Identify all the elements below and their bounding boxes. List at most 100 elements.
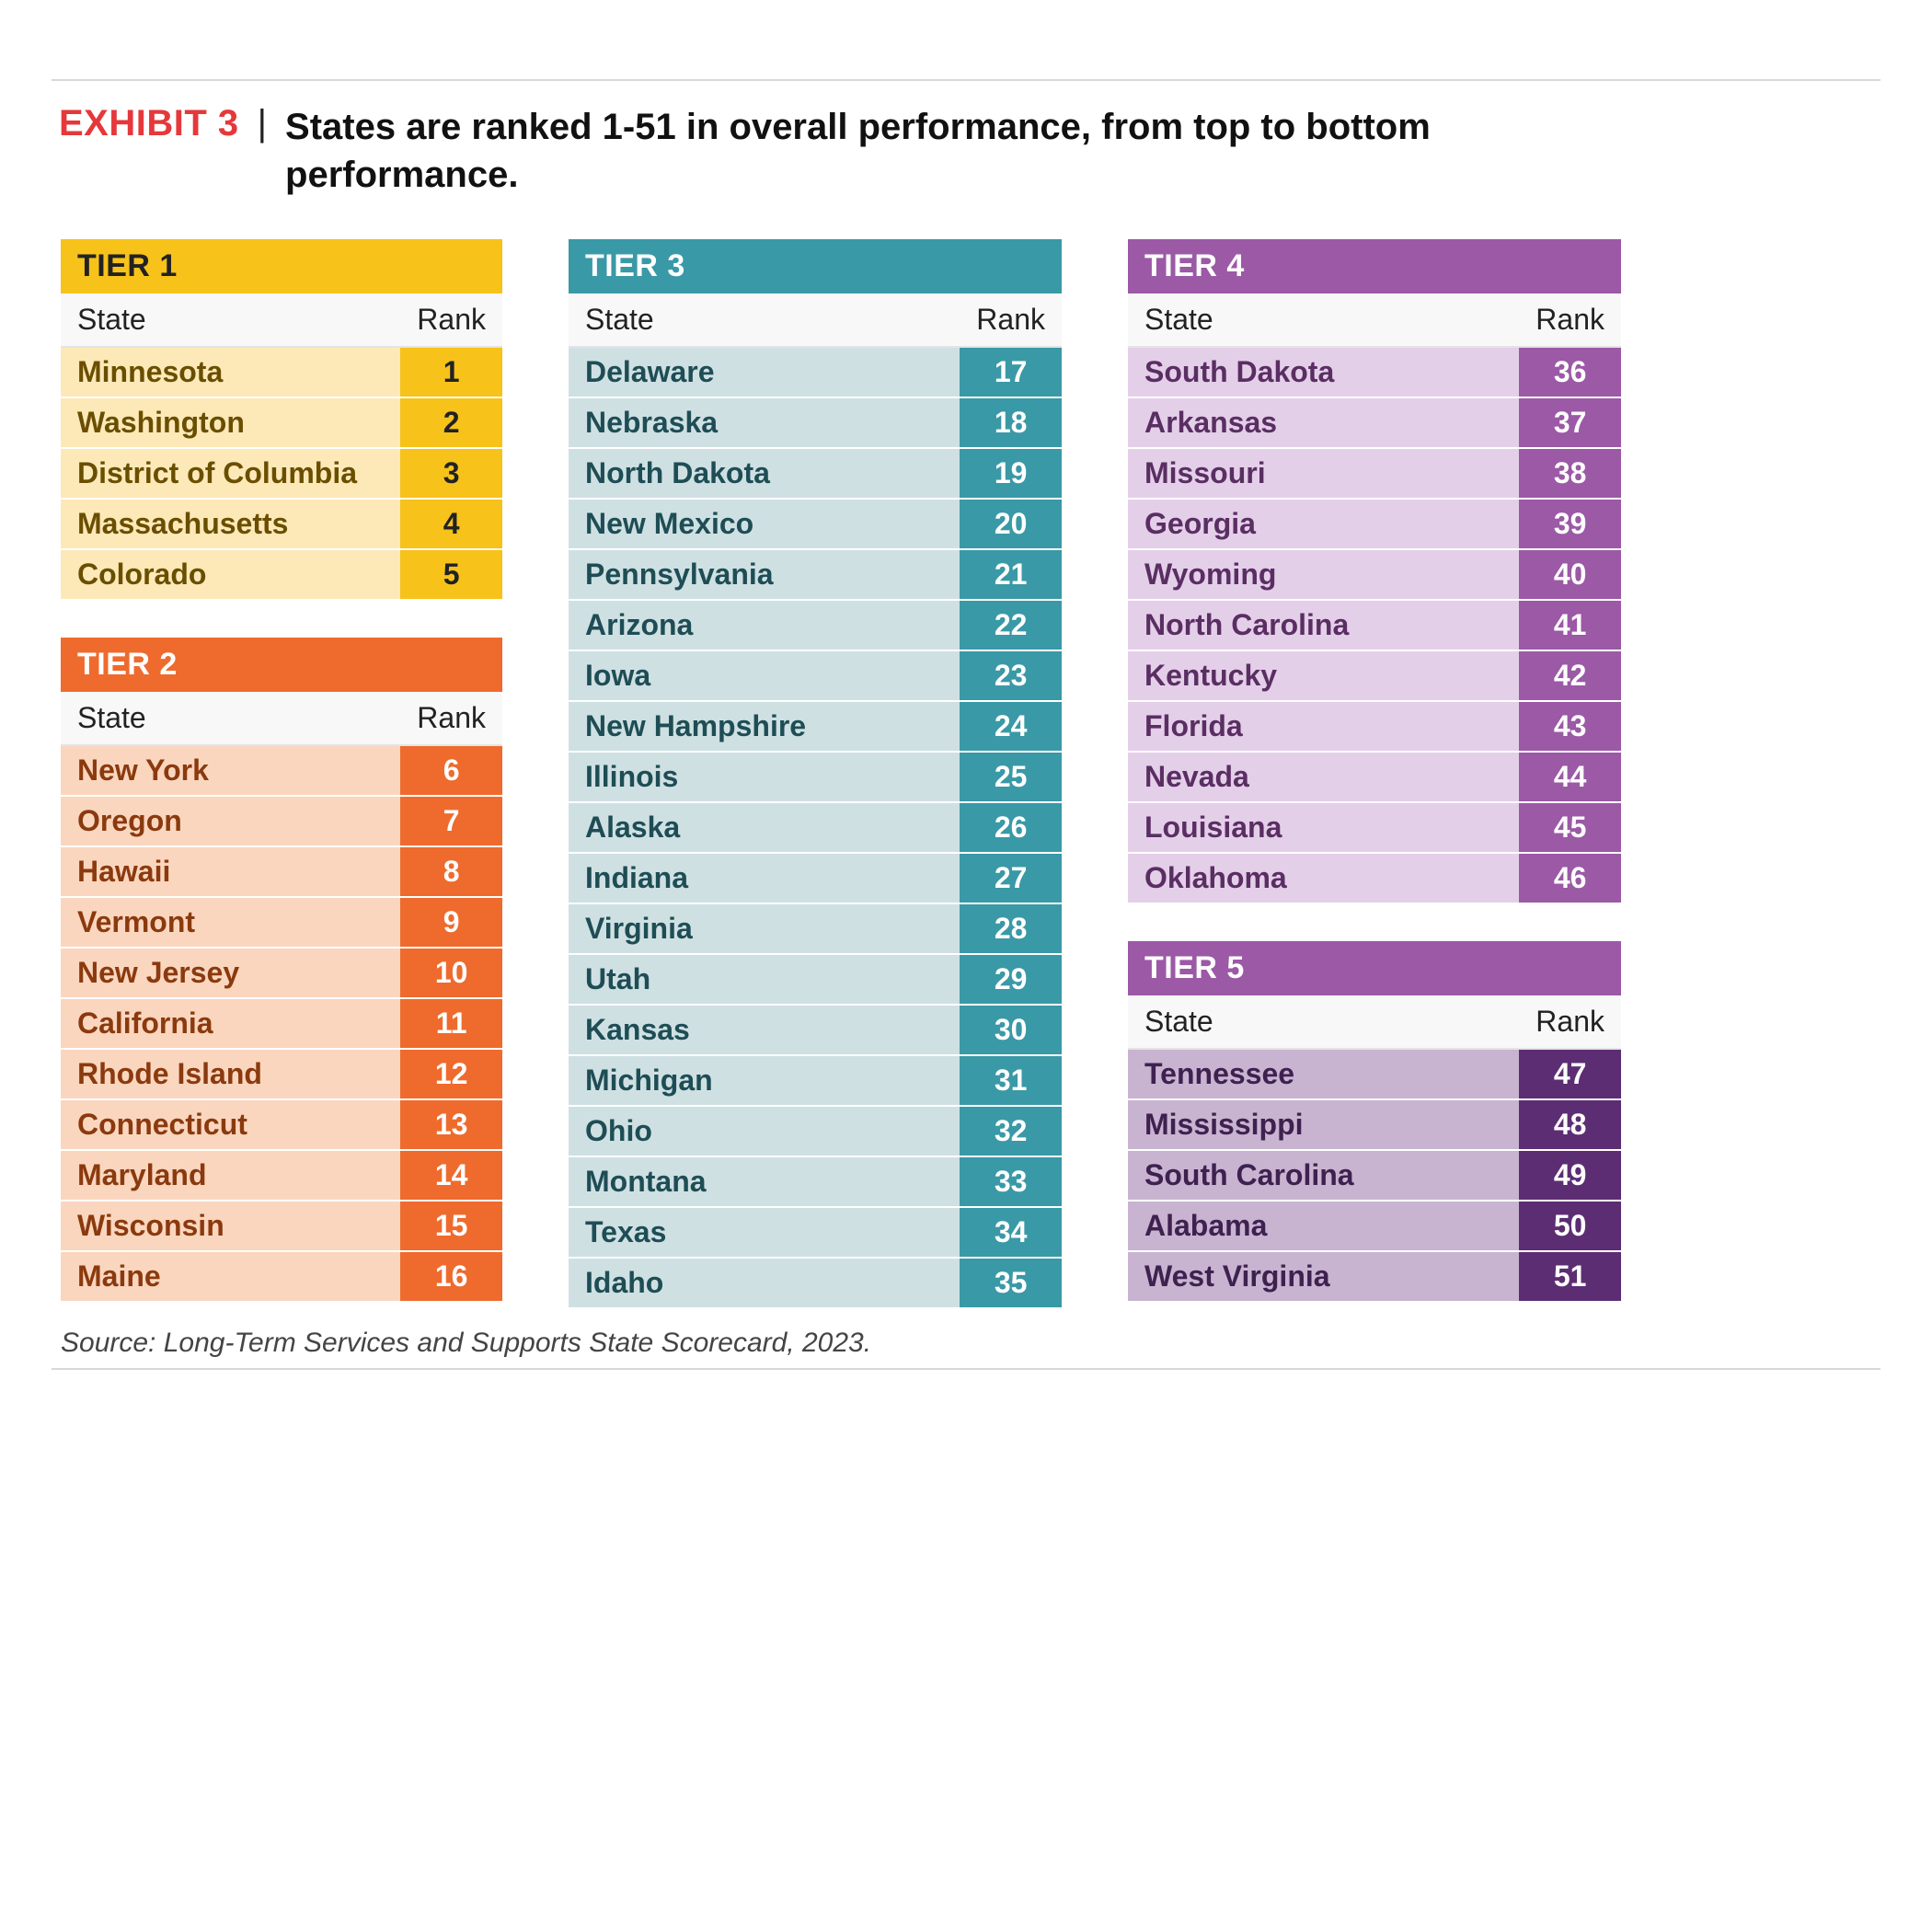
table-row: Idaho35	[569, 1259, 1062, 1307]
state-cell: Illinois	[569, 753, 960, 803]
state-cell: Oklahoma	[1128, 854, 1519, 903]
state-cell: Texas	[569, 1208, 960, 1259]
state-cell: Maine	[61, 1252, 400, 1301]
table-row: New York6	[61, 746, 502, 797]
table-row: Georgia39	[1128, 500, 1621, 550]
column-header-state: State	[569, 293, 960, 348]
state-cell: California	[61, 999, 400, 1050]
rank-cell: 36	[1519, 348, 1621, 398]
tier-column: TIER 4StateRankSouth Dakota36Arkansas37M…	[1128, 239, 1621, 1301]
state-cell: Connecticut	[61, 1100, 400, 1151]
tier-table: TIER 4StateRankSouth Dakota36Arkansas37M…	[1128, 239, 1621, 903]
table-row: Wisconsin15	[61, 1202, 502, 1252]
state-cell: Idaho	[569, 1259, 960, 1307]
rank-cell: 33	[960, 1157, 1062, 1208]
tier-column: TIER 3StateRankDelaware17Nebraska18North…	[569, 239, 1062, 1307]
rank-cell: 40	[1519, 550, 1621, 601]
table-row: Illinois25	[569, 753, 1062, 803]
state-cell: Vermont	[61, 898, 400, 949]
rank-cell: 47	[1519, 1050, 1621, 1100]
table-row: Maine16	[61, 1252, 502, 1301]
state-cell: Rhode Island	[61, 1050, 400, 1100]
rank-cell: 32	[960, 1107, 1062, 1157]
table-row: Massachusetts4	[61, 500, 502, 550]
tier-name: TIER 2	[61, 638, 502, 692]
state-cell: Wyoming	[1128, 550, 1519, 601]
table-row: Colorado5	[61, 550, 502, 599]
tier-name: TIER 5	[1128, 941, 1621, 995]
table-row: New Hampshire24	[569, 702, 1062, 753]
table-row: North Dakota19	[569, 449, 1062, 500]
state-cell: North Carolina	[1128, 601, 1519, 651]
state-cell: Montana	[569, 1157, 960, 1208]
rank-cell: 26	[960, 803, 1062, 854]
state-cell: Arkansas	[1128, 398, 1519, 449]
rank-cell: 1	[400, 348, 502, 398]
column-header-rank: Rank	[960, 293, 1062, 348]
state-cell: Alabama	[1128, 1202, 1519, 1252]
rank-cell: 19	[960, 449, 1062, 500]
state-cell: Virginia	[569, 904, 960, 955]
table-row: Montana33	[569, 1157, 1062, 1208]
table-row: Mississippi48	[1128, 1100, 1621, 1151]
table-row: Michigan31	[569, 1056, 1062, 1107]
column-header-state: State	[1128, 293, 1519, 348]
state-cell: Mississippi	[1128, 1100, 1519, 1151]
state-cell: Missouri	[1128, 449, 1519, 500]
state-cell: North Dakota	[569, 449, 960, 500]
table-row: Nebraska18	[569, 398, 1062, 449]
table-row: Missouri38	[1128, 449, 1621, 500]
table-row: Washington2	[61, 398, 502, 449]
state-cell: Maryland	[61, 1151, 400, 1202]
exhibit-page: EXHIBIT 3 | States are ranked 1-51 in ov…	[0, 0, 1932, 1421]
state-cell: New Hampshire	[569, 702, 960, 753]
state-cell: New Jersey	[61, 949, 400, 999]
rank-cell: 10	[400, 949, 502, 999]
rank-cell: 25	[960, 753, 1062, 803]
state-cell: Utah	[569, 955, 960, 1006]
rank-cell: 42	[1519, 651, 1621, 702]
rank-cell: 12	[400, 1050, 502, 1100]
state-cell: Colorado	[61, 550, 400, 599]
table-row: New Jersey10	[61, 949, 502, 999]
rank-cell: 37	[1519, 398, 1621, 449]
tier-name: TIER 4	[1128, 239, 1621, 293]
table-row: Oklahoma46	[1128, 854, 1621, 903]
rank-cell: 4	[400, 500, 502, 550]
table-row: Arkansas37	[1128, 398, 1621, 449]
rank-cell: 28	[960, 904, 1062, 955]
rank-cell: 16	[400, 1252, 502, 1301]
state-cell: Massachusetts	[61, 500, 400, 550]
exhibit-label: EXHIBIT 3	[59, 103, 239, 144]
table-row: Virginia28	[569, 904, 1062, 955]
state-cell: Florida	[1128, 702, 1519, 753]
tier-name: TIER 3	[569, 239, 1062, 293]
rank-cell: 20	[960, 500, 1062, 550]
state-cell: Kansas	[569, 1006, 960, 1056]
state-cell: Alaska	[569, 803, 960, 854]
rank-cell: 2	[400, 398, 502, 449]
tier-table: TIER 1StateRankMinnesota1Washington2Dist…	[61, 239, 502, 599]
rank-cell: 50	[1519, 1202, 1621, 1252]
table-row: Maryland14	[61, 1151, 502, 1202]
column-header-state: State	[1128, 995, 1519, 1050]
table-row: Nevada44	[1128, 753, 1621, 803]
column-header-state: State	[61, 293, 400, 348]
rank-cell: 30	[960, 1006, 1062, 1056]
state-cell: New Mexico	[569, 500, 960, 550]
rank-cell: 6	[400, 746, 502, 797]
rank-cell: 9	[400, 898, 502, 949]
rank-cell: 46	[1519, 854, 1621, 903]
column-header-rank: Rank	[1519, 293, 1621, 348]
state-cell: New York	[61, 746, 400, 797]
rank-cell: 13	[400, 1100, 502, 1151]
state-cell: Kentucky	[1128, 651, 1519, 702]
table-row: Vermont9	[61, 898, 502, 949]
rank-cell: 44	[1519, 753, 1621, 803]
exhibit-title: States are ranked 1-51 in overall perfor…	[285, 103, 1555, 199]
rank-cell: 5	[400, 550, 502, 599]
rank-cell: 7	[400, 797, 502, 847]
table-row: Minnesota1	[61, 348, 502, 398]
state-cell: Arizona	[569, 601, 960, 651]
rank-cell: 45	[1519, 803, 1621, 854]
